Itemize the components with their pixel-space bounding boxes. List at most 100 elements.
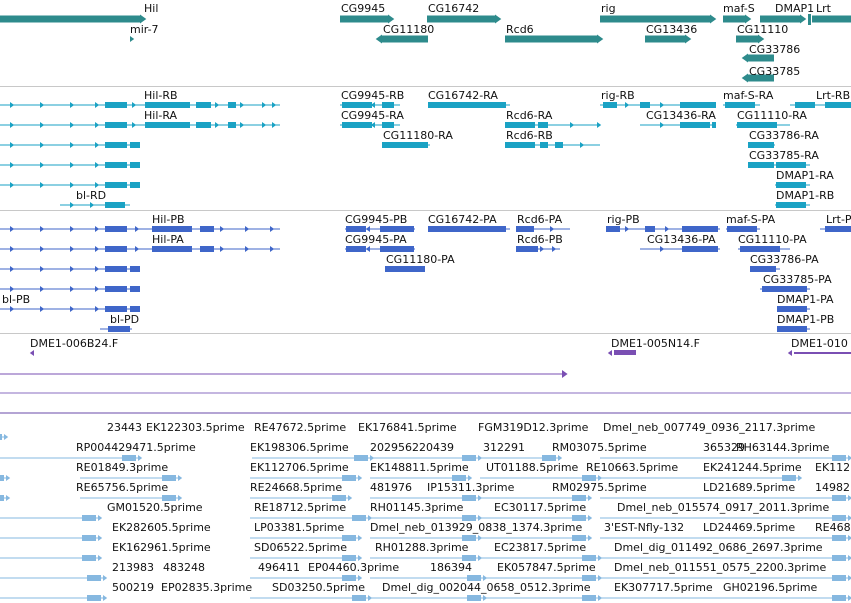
exon-block[interactable] [105,102,127,108]
exon-block[interactable] [555,142,563,148]
exon-block[interactable] [105,286,127,292]
clone-end-block[interactable] [794,352,851,354]
feature-label-re65756-5prime[interactable]: RE65756.5prime [76,481,169,494]
est-exon-block[interactable] [82,535,96,541]
gene-feature-bar[interactable] [748,74,774,82]
exon-block[interactable] [380,226,414,232]
feature-label-cg11110-ra[interactable]: CG11110-RA [737,109,807,122]
feature-label-ek148811-5prime[interactable]: EK148811.5prime [370,461,469,474]
feature-label-hil-rb[interactable]: Hil-RB [144,89,178,102]
feature-label-cg11180[interactable]: CG11180 [383,23,435,36]
est-exon-block[interactable] [582,475,596,481]
feature-label-cg16742-ra[interactable]: CG16742-RA [428,89,498,102]
feature-label-dmel-neb-013929-0838-1374-3prime[interactable]: Dmel_neb_013929_0838_1374.3prime [370,521,583,534]
exon-block[interactable] [505,122,535,128]
exon-block[interactable] [428,226,506,232]
feature-label-re24668-5prime[interactable]: RE24668.5prime [250,481,343,494]
exon-block[interactable] [777,326,807,332]
exon-block[interactable] [776,162,806,168]
feature-label-fgm319d12-3prime[interactable]: FGM319D12.3prime [478,421,589,434]
feature-label-rp004429471-5prime[interactable]: RP004429471.5prime [76,441,196,454]
exon-block[interactable] [382,122,394,128]
feature-label-gm01520-5prime[interactable]: GM01520.5prime [107,501,203,514]
exon-block[interactable] [737,122,777,128]
feature-label-ek241244-5prime[interactable]: EK241244.5prime [703,461,802,474]
feature-label-ek198306-5prime[interactable]: EK198306.5prime [250,441,349,454]
feature-label-dmap1-rb[interactable]: DMAP1-RB [776,189,835,202]
feature-label-dmap1-pa[interactable]: DMAP1-PA [777,293,834,306]
est-exon-block[interactable] [542,455,556,461]
feature-label-500219[interactable]: 500219 [112,581,154,594]
feature-label-cg33785-pa[interactable]: CG33785-PA [763,273,832,286]
gene-feature-bar[interactable] [600,15,710,23]
feature-label-cg33785[interactable]: CG33785 [749,65,801,78]
gene-feature-bar[interactable] [427,15,495,23]
feature-label-cg16742-pa[interactable]: CG16742-PA [428,213,497,226]
est-exon-block[interactable] [0,475,4,481]
exon-block[interactable] [105,246,127,252]
feature-label-23443[interactable]: 23443 [107,421,142,434]
feature-label-213983[interactable]: 213983 [112,561,154,574]
exon-block[interactable] [748,162,774,168]
exon-block[interactable] [712,102,716,108]
exon-block[interactable] [130,162,140,168]
exon-block[interactable] [777,306,807,312]
feature-label-cg9945[interactable]: CG9945 [341,2,386,15]
exon-block[interactable] [725,102,755,108]
exon-block[interactable] [342,102,372,108]
gene-feature-bar[interactable] [736,35,758,43]
exon-block[interactable] [228,122,236,128]
exon-block[interactable] [603,102,617,108]
exon-block[interactable] [516,246,538,252]
feature-label-ld21689-5prime[interactable]: LD21689.5prime [703,481,796,494]
exon-block[interactable] [196,122,211,128]
feature-label-lrt-p[interactable]: Lrt-P [826,213,851,226]
est-exon-block[interactable] [582,555,596,561]
feature-label-re47672-5prime[interactable]: RE47672.5prime [254,421,347,434]
feature-label-bl-pb[interactable]: bl-PB [2,293,31,306]
est-exon-block[interactable] [342,535,356,541]
est-exon-block[interactable] [832,495,846,501]
feature-label-ek122303-5prime[interactable]: EK122303.5prime [146,421,245,434]
feature-label-rcd6-pb[interactable]: Rcd6-PB [517,233,563,246]
exon-block[interactable] [200,246,214,252]
feature-label-lrt-rb[interactable]: Lrt-RB [816,89,851,102]
est-exon-block[interactable] [342,555,356,561]
est-exon-block[interactable] [582,595,596,601]
exon-block[interactable] [680,122,710,128]
exon-block[interactable] [516,226,534,232]
est-exon-block[interactable] [462,495,476,501]
est-exon-block[interactable] [82,555,96,561]
exon-block[interactable] [682,246,718,252]
feature-label-cg9945-ra[interactable]: CG9945-RA [341,109,404,122]
feature-label-mir-7[interactable]: mir-7 [130,23,159,36]
gene-feature-bar[interactable] [382,35,428,43]
exon-block[interactable] [428,102,506,108]
exon-block[interactable] [145,102,190,108]
feature-label-ep02835-3prime[interactable]: EP02835.3prime [161,581,253,594]
gene-feature-bar[interactable] [0,15,140,23]
feature-label-maf-s[interactable]: maf-S [723,2,755,15]
exon-block[interactable] [727,226,757,232]
exon-block[interactable] [105,226,127,232]
est-exon-block[interactable] [467,575,481,581]
feature-label-rcd6-pa[interactable]: Rcd6-PA [517,213,563,226]
feature-label-3-est-nfly-132[interactable]: 3'EST-Nfly-132 [604,521,685,534]
feature-label-re18712-5prime[interactable]: RE18712.5prime [254,501,347,514]
feature-label-cg13436[interactable]: CG13436 [646,23,698,36]
exon-block[interactable] [130,142,140,148]
exon-block[interactable] [825,226,851,232]
gene-feature-bar[interactable] [340,15,388,23]
feature-label-dme1-010[interactable]: DME1-010 [791,337,848,350]
exon-block[interactable] [750,266,776,272]
gene-feature-bar[interactable] [748,54,774,62]
exon-block[interactable] [680,102,712,108]
est-exon-block[interactable] [162,495,176,501]
est-exon-block[interactable] [572,515,586,521]
feature-label-rig-pb[interactable]: rig-PB [607,213,640,226]
exon-block[interactable] [606,226,620,232]
gene-boundary-marker[interactable] [808,14,811,25]
feature-label-cg13436-ra[interactable]: CG13436-RA [646,109,716,122]
feature-label-rcd6[interactable]: Rcd6 [506,23,534,36]
exon-block[interactable] [228,102,236,108]
